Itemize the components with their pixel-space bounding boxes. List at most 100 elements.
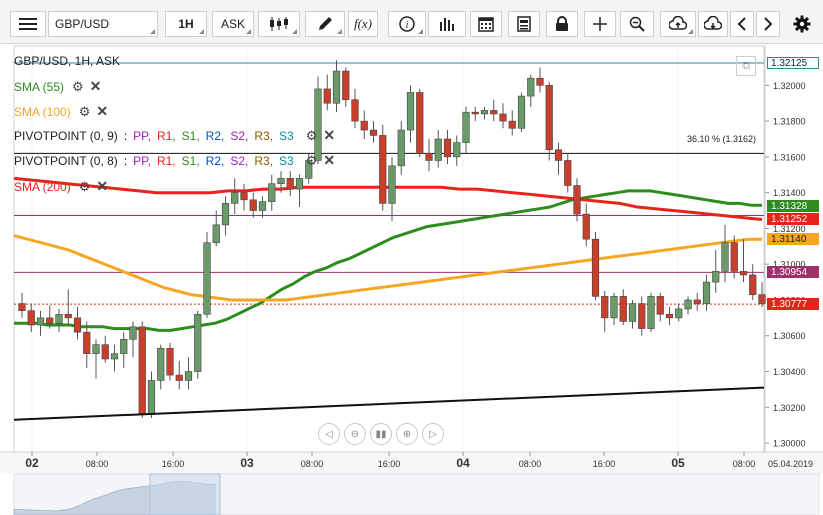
gear-icon[interactable]: ⚙ xyxy=(78,178,91,194)
candle-down xyxy=(499,113,507,122)
candle-up xyxy=(194,313,202,372)
lock-button[interactable] xyxy=(546,11,578,37)
crosshair-button[interactable] xyxy=(584,11,616,37)
candle-down xyxy=(656,296,664,315)
sma100-line xyxy=(13,234,762,302)
popout-button[interactable]: ⧉ xyxy=(736,56,756,76)
scroll-right-button[interactable] xyxy=(756,11,780,37)
price-type-selector[interactable]: ASK xyxy=(212,11,254,37)
candle-down xyxy=(582,213,590,240)
candle-up xyxy=(295,178,304,190)
candle-up xyxy=(92,344,100,354)
document-icon xyxy=(517,16,531,32)
chart-title-text: GBP/USD, 1H, ASK xyxy=(14,54,121,68)
candle-down xyxy=(591,238,600,297)
pivot-level-s3: S3 xyxy=(279,128,294,143)
download-button[interactable] xyxy=(698,11,728,37)
candle-down xyxy=(379,135,387,204)
pivot-level-s2: S2, xyxy=(230,153,249,168)
candle-up xyxy=(231,192,239,204)
dropdown-corner-icon xyxy=(199,29,204,34)
legend-pivot-09[interactable]: PIVOTPOINT (0, 9) : PP, R1, S1, R2, S2, R3, S3… xyxy=(14,127,335,144)
zoom-button[interactable] xyxy=(620,11,654,37)
settings-button[interactable] xyxy=(788,11,816,37)
info-icon: i xyxy=(399,16,415,32)
x-axis: 02 08:00 16:00 03 08:00 16:00 04 08:00 16:00 05 08… xyxy=(0,451,823,474)
legend-sma100-label: SMA (100) xyxy=(14,104,71,119)
navigator-window-handle xyxy=(149,473,221,515)
candle-down xyxy=(323,88,331,104)
close-icon[interactable]: ✕ xyxy=(323,127,336,143)
legend-pivot-08[interactable]: PIVOTPOINT (0, 8) : PP, R1, S1, R2, S2, R3, S3… xyxy=(14,152,335,169)
candle-down xyxy=(166,347,174,376)
navigator-overview[interactable] xyxy=(13,473,820,515)
candle-up xyxy=(702,281,711,304)
chevron-right-icon xyxy=(764,17,773,31)
dropdown-corner-icon xyxy=(292,29,297,34)
legend-sma200[interactable]: SMA (200) ⚙ ✕ xyxy=(14,178,108,195)
symbol-selector[interactable]: GBP/USD xyxy=(48,11,158,37)
drawing-tools-button[interactable] xyxy=(305,11,345,37)
legend-sma100[interactable]: SMA (100) ⚙ ✕ xyxy=(14,103,108,120)
candle-up xyxy=(675,308,683,319)
scroll-left-button[interactable] xyxy=(730,11,754,37)
document-button[interactable] xyxy=(508,11,540,37)
candle-down xyxy=(360,120,368,131)
upload-button[interactable] xyxy=(660,11,696,37)
y-tick-label: 1.31200 xyxy=(773,224,806,234)
y-tick-label: 1.31600 xyxy=(773,152,806,162)
candle-up xyxy=(628,303,637,322)
x-tick-label: 16:00 xyxy=(162,459,185,469)
candle-down xyxy=(138,326,146,415)
candle-up xyxy=(305,160,313,179)
volume-button[interactable] xyxy=(428,11,466,37)
pivot-level-s2: S2, xyxy=(230,128,249,143)
fib-annotation: 36.10 % (1.3162) xyxy=(687,134,757,144)
gear-icon[interactable]: ⚙ xyxy=(78,103,91,119)
candle-up xyxy=(721,242,729,272)
scroll-back-button[interactable]: ◁ xyxy=(318,423,340,445)
legend-sma55[interactable]: SMA (55) ⚙ ✕ xyxy=(14,78,101,95)
reset-view-button[interactable]: ▮▮ xyxy=(370,423,392,445)
gear-icon[interactable]: ⚙ xyxy=(305,152,318,168)
volume-bars-icon xyxy=(440,18,454,31)
current-date-label: 05.04.2019 xyxy=(768,459,813,469)
cloud-upload-icon xyxy=(669,16,687,30)
gear-icon[interactable]: ⚙ xyxy=(305,127,318,143)
pivot-level-r1: R1, xyxy=(156,153,176,168)
candle-down xyxy=(758,294,766,304)
close-icon[interactable]: ✕ xyxy=(96,103,109,119)
close-icon[interactable]: ✕ xyxy=(96,178,109,194)
close-icon[interactable]: ✕ xyxy=(89,78,102,94)
pivot-level-s1: S1, xyxy=(181,153,200,168)
candle-down xyxy=(101,344,109,360)
candle-down xyxy=(425,153,433,161)
candle-up xyxy=(221,203,230,226)
candle-down xyxy=(545,85,553,151)
gear-icon[interactable]: ⚙ xyxy=(72,78,84,94)
chart-type-button[interactable] xyxy=(258,11,300,37)
scroll-forward-button[interactable]: ▷ xyxy=(422,423,444,445)
y-tick-label: 1.30400 xyxy=(773,367,806,377)
info-button[interactable]: i xyxy=(388,11,426,37)
indicators-button[interactable]: f(x) xyxy=(348,11,378,37)
menu-button[interactable] xyxy=(10,11,46,37)
chevron-left-icon xyxy=(737,17,746,31)
pivot-level-r2: R2, xyxy=(205,128,225,143)
timeframe-selector[interactable]: 1H xyxy=(165,11,207,37)
candle-up xyxy=(120,339,128,354)
chart-nav-controls: ◁ ⊖ ▮▮ ⊕ ▷ xyxy=(318,423,444,445)
price-label: 1.31252 xyxy=(767,213,819,226)
legend-pivot09-label: PIVOTPOINT (0, 9) xyxy=(14,128,118,143)
calendar-button[interactable] xyxy=(470,11,502,37)
cloud-download-icon xyxy=(704,16,722,30)
zoom-in-button[interactable]: ⊕ xyxy=(396,423,418,445)
candle-down xyxy=(619,296,627,322)
candle-up xyxy=(462,111,470,143)
pencil-icon xyxy=(319,17,332,30)
trendline[interactable] xyxy=(13,386,765,421)
zoom-out-button[interactable]: ⊖ xyxy=(344,423,366,445)
dropdown-corner-icon xyxy=(337,29,342,34)
close-icon[interactable]: ✕ xyxy=(323,152,336,168)
price-label: 1.32125 xyxy=(767,56,819,69)
